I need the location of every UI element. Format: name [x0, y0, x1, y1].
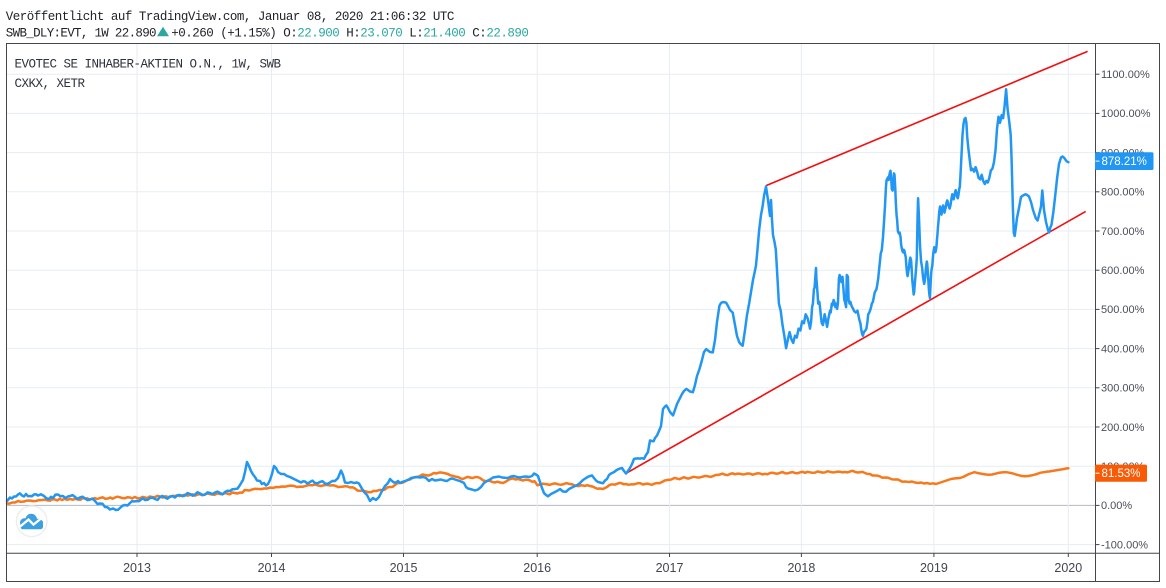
svg-text:-100.00%: -100.00%	[1101, 539, 1148, 551]
svg-text:300.00%: 300.00%	[1101, 383, 1145, 395]
svg-text:2019: 2019	[920, 561, 948, 575]
svg-text:CXKX, XETR: CXKX, XETR	[15, 77, 86, 91]
svg-text:2020: 2020	[1054, 561, 1082, 575]
svg-text:878.21%: 878.21%	[1102, 156, 1147, 168]
svg-text:0.00%: 0.00%	[1101, 500, 1132, 512]
svg-text:2015: 2015	[390, 561, 418, 575]
svg-text:SWB_DLY:EVT, 1W 22.890: SWB_DLY:EVT, 1W 22.890	[6, 26, 156, 40]
svg-text:1000.00%: 1000.00%	[1101, 108, 1151, 120]
svg-text:800.00%: 800.00%	[1101, 187, 1145, 199]
svg-text:Veröffentlicht auf TradingView: Veröffentlicht auf TradingView.com, Janu…	[6, 10, 454, 24]
svg-text:2017: 2017	[656, 561, 684, 575]
svg-text:600.00%: 600.00%	[1101, 265, 1145, 277]
svg-text:700.00%: 700.00%	[1101, 226, 1145, 238]
svg-text:2018: 2018	[787, 561, 815, 575]
svg-text:EVOTEC SE INHABER-AKTIEN O.N.,: EVOTEC SE INHABER-AKTIEN O.N., 1W, SWB	[15, 58, 282, 72]
svg-text:200.00%: 200.00%	[1101, 422, 1145, 434]
svg-text:400.00%: 400.00%	[1101, 343, 1145, 355]
svg-text:2013: 2013	[123, 561, 151, 575]
svg-text:2014: 2014	[258, 561, 286, 575]
svg-text:1100.00%: 1100.00%	[1101, 69, 1150, 81]
svg-text:81.53%: 81.53%	[1102, 468, 1141, 480]
svg-text:+0.260 (+1.15%) O:22.900 H:23.: +0.260 (+1.15%) O:22.900 H:23.070 L:21.4…	[171, 26, 528, 40]
svg-text:2016: 2016	[523, 561, 551, 575]
svg-text:500.00%: 500.00%	[1101, 304, 1145, 316]
